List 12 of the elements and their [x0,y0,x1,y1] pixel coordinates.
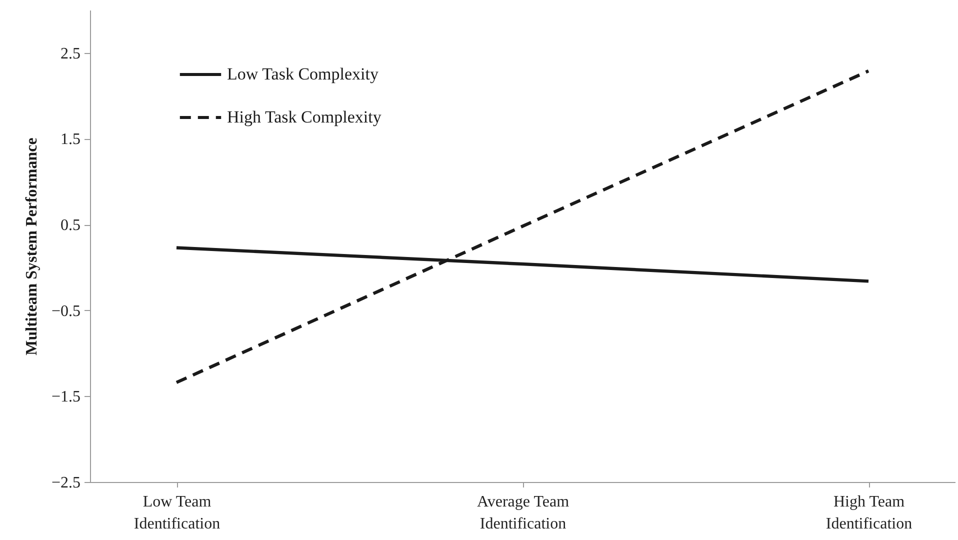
y-tick-label: −0.5 [51,302,80,320]
legend-label: Low Task Complexity [227,64,379,84]
y-tick-label: 2.5 [60,45,80,62]
y-tick-label: −1.5 [51,388,80,406]
x-tick-label: High Team Identification [826,494,912,532]
legend-label: High Task Complexity [227,108,382,126]
y-tick-label: 0.5 [60,217,80,234]
y-tick-label: −2.5 [51,474,80,492]
x-tick-label: Average Team Identification [476,494,570,532]
y-tick-label: 1.5 [60,131,80,148]
y-axis-title: Multiteam System Performance [23,138,40,356]
x-tick-label: Low Team Identification [134,494,220,532]
